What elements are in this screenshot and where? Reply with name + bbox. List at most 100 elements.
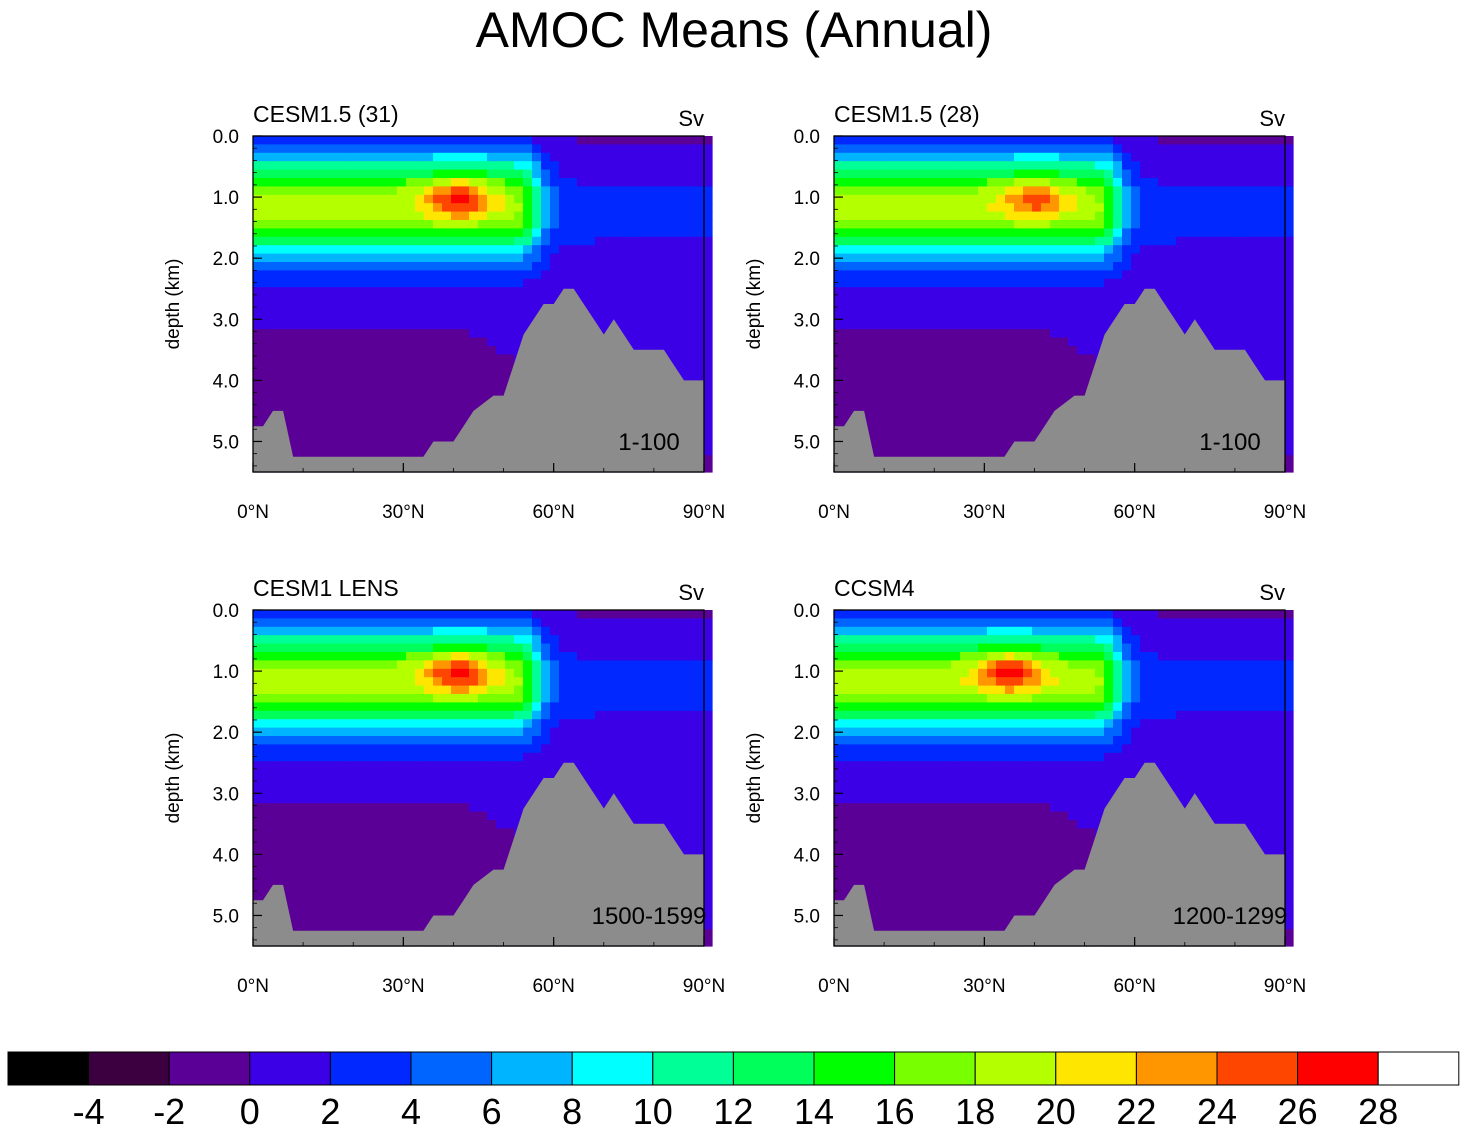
plot-frame [252,135,705,473]
y-tick-label: 2.0 [794,723,820,744]
x-tick-label: 0°N [818,502,850,523]
y-tick-label: 5.0 [794,432,820,453]
colorbar-box [1135,1051,1218,1086]
x-tick-label: 30°N [963,502,1005,523]
y-tick-label: 4.0 [794,845,820,866]
colorbar-label: 12 [713,1091,753,1132]
units-label: Sv [678,106,704,131]
colorbar-label: 16 [875,1091,915,1132]
colorbar-box [1055,1051,1137,1086]
units-label: Sv [678,580,704,605]
colorbar-label: 20 [1036,1091,1076,1132]
colorbar-box [571,1051,654,1086]
contour-field [253,136,713,473]
colorbar-box [1377,1051,1460,1086]
y-tick-label: 0.0 [794,127,820,148]
panel-title: CESM1 LENS [253,575,399,601]
colorbar-box [1216,1051,1299,1086]
x-tick-label: 60°N [532,502,574,523]
panel-1: 0.0 1.0 2.0 3.0 4.0 5.0 0°N 30°N 60°N 90°N depth (… [163,101,725,523]
colorbar-box [1297,1051,1379,1086]
period-label: 1200-1299 [1173,903,1288,930]
colorbar-label: 8 [562,1091,582,1132]
colorbar-label: -2 [153,1091,185,1132]
y-tick-label: 3.0 [213,784,239,805]
colorbar-label: 0 [240,1091,260,1132]
y-tick-label: 4.0 [213,371,239,392]
plot-frame [833,609,1286,947]
colorbar-label: 28 [1358,1091,1398,1132]
panel-4: 0.0 1.0 2.0 3.0 4.0 5.0 0°N 30°N 60°N 90°N depth (… [744,575,1306,997]
figure-title: AMOC Means (Annual) [475,2,993,58]
x-tick-label: 0°N [237,502,269,523]
colorbar-label: 14 [794,1091,834,1132]
colorbar-label: 10 [633,1091,673,1132]
colorbar-label: 2 [320,1091,340,1132]
y-axis-label: depth (km) [163,259,184,350]
x-tick-label: 0°N [237,976,269,997]
y-tick-label: 1.0 [213,662,239,683]
x-tick-label: 90°N [683,502,725,523]
y-tick-label: 0.0 [213,601,239,622]
x-tick-label: 90°N [1264,976,1306,997]
x-tick-label: 60°N [1113,976,1155,997]
bathymetry-mask [834,288,1285,472]
units-label: Sv [1259,106,1285,131]
colorbar-label: 22 [1116,1091,1156,1132]
y-tick-label: 0.0 [794,601,820,622]
y-tick-label: 3.0 [794,784,820,805]
x-tick-label: 60°N [532,976,574,997]
colorbar-label: 18 [955,1091,995,1132]
panel-title: CESM1.5 (28) [834,101,980,127]
x-tick-label: 30°N [963,976,1005,997]
colorbar-label: 26 [1278,1091,1318,1132]
colorbar-box [894,1051,976,1086]
y-tick-label: 5.0 [213,906,239,927]
panel-2: 0.0 1.0 2.0 3.0 4.0 5.0 0°N 30°N 60°N 90°N depth (… [744,101,1306,523]
colorbar-box [732,1051,815,1086]
bathymetry-mask [253,288,704,472]
y-tick-label: 3.0 [213,310,239,331]
colorbar-box [813,1051,896,1086]
x-tick-label: 30°N [382,976,424,997]
x-tick-label: 0°N [818,976,850,997]
x-tick-label: 90°N [683,976,725,997]
plot-frame [252,609,705,947]
period-label: 1-100 [618,429,679,456]
y-tick-label: 1.0 [794,662,820,683]
colorbar-box [410,1051,493,1086]
period-label: 1-100 [1199,429,1260,456]
panel-title: CESM1.5 (31) [253,101,399,127]
colorbar-box [168,1051,251,1086]
colorbar-label: 24 [1197,1091,1237,1132]
colorbar-box [329,1051,412,1086]
y-axis-label: depth (km) [744,733,765,824]
panel-3: 0.0 1.0 2.0 3.0 4.0 5.0 0°N 30°N 60°N 90°N depth (… [163,575,725,997]
y-axis-label: depth (km) [163,733,184,824]
y-tick-label: 5.0 [213,432,239,453]
y-tick-label: 4.0 [794,371,820,392]
y-tick-label: 1.0 [794,188,820,209]
bathymetry-mask [253,762,704,946]
colorbar-box [7,1051,90,1086]
units-label: Sv [1259,580,1285,605]
colorbar-label: 6 [482,1091,502,1132]
colorbar: -4 -2 0 2 4 6 8 10 12 14 16 18 20 22 24 26 28 [7,1051,1460,1132]
colorbar-box [249,1051,331,1086]
x-tick-label: 30°N [382,502,424,523]
x-tick-label: 90°N [1264,502,1306,523]
y-tick-label: 5.0 [794,906,820,927]
colorbar-box [88,1051,170,1086]
colorbar-box [491,1051,573,1086]
y-axis-label: depth (km) [744,259,765,350]
plot-frame [833,135,1286,473]
period-label: 1500-1599 [592,903,707,930]
y-tick-label: 2.0 [213,249,239,270]
bathymetry-mask [834,762,1285,946]
y-tick-label: 0.0 [213,127,239,148]
colorbar-box [652,1051,734,1086]
y-tick-label: 4.0 [213,845,239,866]
colorbar-box [974,1051,1057,1086]
colorbar-label: 4 [401,1091,421,1132]
